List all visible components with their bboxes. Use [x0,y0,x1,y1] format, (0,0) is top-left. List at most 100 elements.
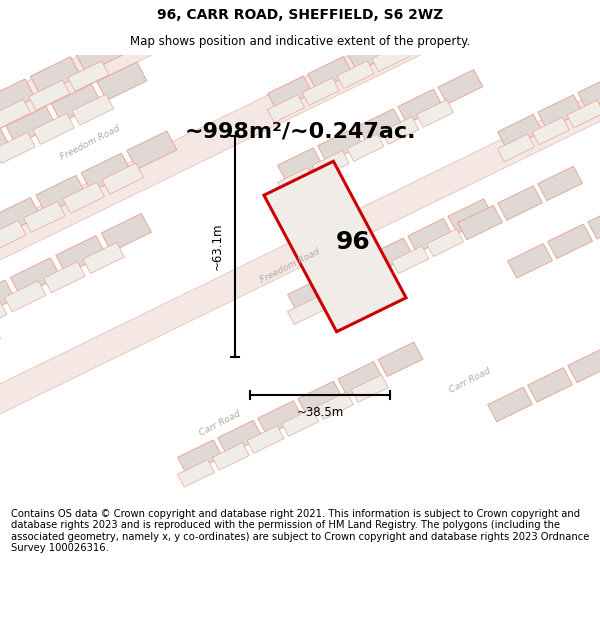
Polygon shape [388,18,433,52]
Polygon shape [0,57,600,450]
Polygon shape [538,166,583,201]
Text: Freedom Road: Freedom Road [59,124,121,162]
Polygon shape [101,214,151,252]
Polygon shape [392,246,429,274]
Polygon shape [347,134,384,161]
Polygon shape [0,129,10,167]
Text: Carr Road: Carr Road [198,409,242,438]
Polygon shape [51,84,101,122]
Polygon shape [322,280,359,308]
Polygon shape [97,62,147,101]
Polygon shape [416,100,454,127]
Polygon shape [488,388,532,422]
Polygon shape [83,242,124,274]
Polygon shape [588,204,600,239]
Polygon shape [29,80,70,111]
Polygon shape [10,258,61,296]
Polygon shape [532,117,569,145]
Polygon shape [287,277,332,312]
Text: 96: 96 [335,230,370,254]
Polygon shape [302,78,340,106]
Polygon shape [44,262,85,292]
Polygon shape [448,199,493,233]
Polygon shape [258,401,302,435]
Polygon shape [308,56,352,91]
Polygon shape [178,440,223,474]
Polygon shape [578,75,600,110]
Polygon shape [498,186,542,220]
Polygon shape [81,153,131,191]
Polygon shape [68,61,109,91]
Polygon shape [36,176,86,214]
Text: Carr Road: Carr Road [448,366,492,395]
Polygon shape [427,229,464,257]
Polygon shape [368,238,413,272]
Polygon shape [102,163,143,194]
Polygon shape [0,0,600,87]
Polygon shape [497,114,542,149]
Polygon shape [0,221,26,251]
Polygon shape [127,131,177,169]
Polygon shape [0,0,600,296]
Polygon shape [72,94,113,125]
Polygon shape [0,132,35,163]
Polygon shape [212,442,250,470]
Polygon shape [398,89,443,124]
Polygon shape [76,34,126,73]
Polygon shape [278,148,322,182]
Polygon shape [0,280,15,318]
Polygon shape [351,375,388,402]
Polygon shape [281,409,319,436]
Polygon shape [567,100,600,127]
Polygon shape [428,0,473,32]
Polygon shape [337,61,374,89]
Polygon shape [408,219,452,253]
Polygon shape [31,57,80,95]
Polygon shape [458,206,502,240]
Polygon shape [382,117,419,144]
Polygon shape [0,198,40,236]
Polygon shape [568,348,600,382]
Polygon shape [56,236,106,274]
Polygon shape [63,182,104,213]
Text: ~63.1m: ~63.1m [211,222,223,270]
Polygon shape [287,297,325,324]
Text: Map shows position and indicative extent of the property.: Map shows position and indicative extent… [130,35,470,48]
Polygon shape [4,281,46,312]
Polygon shape [538,95,583,129]
Polygon shape [497,134,535,162]
Text: ~38.5m: ~38.5m [296,406,344,419]
Text: ~998m²/~0.247ac.: ~998m²/~0.247ac. [184,122,416,142]
Polygon shape [328,258,373,292]
Polygon shape [438,69,483,104]
Polygon shape [508,244,553,278]
Polygon shape [268,76,313,111]
Polygon shape [548,224,592,259]
Polygon shape [371,44,409,71]
Polygon shape [357,263,394,291]
Polygon shape [178,459,215,488]
Polygon shape [268,95,305,122]
Polygon shape [0,0,600,164]
Polygon shape [6,106,56,145]
Polygon shape [247,426,284,453]
Text: 96, CARR ROAD, SHEFFIELD, S6 2WZ: 96, CARR ROAD, SHEFFIELD, S6 2WZ [157,8,443,22]
Polygon shape [33,113,74,144]
Polygon shape [338,362,383,396]
Polygon shape [358,109,403,143]
Polygon shape [0,79,35,118]
Polygon shape [218,421,262,455]
Polygon shape [277,168,314,195]
Text: Freedom Road: Freedom Road [259,247,322,284]
Polygon shape [406,27,443,54]
Polygon shape [0,99,31,129]
Polygon shape [312,151,349,178]
Polygon shape [348,37,392,71]
Text: Contains OS data © Crown copyright and database right 2021. This information is : Contains OS data © Crown copyright and d… [11,509,589,553]
Polygon shape [528,368,572,402]
Polygon shape [378,342,423,376]
Polygon shape [316,392,353,419]
Polygon shape [264,161,406,332]
Polygon shape [0,300,7,331]
Polygon shape [23,201,65,232]
